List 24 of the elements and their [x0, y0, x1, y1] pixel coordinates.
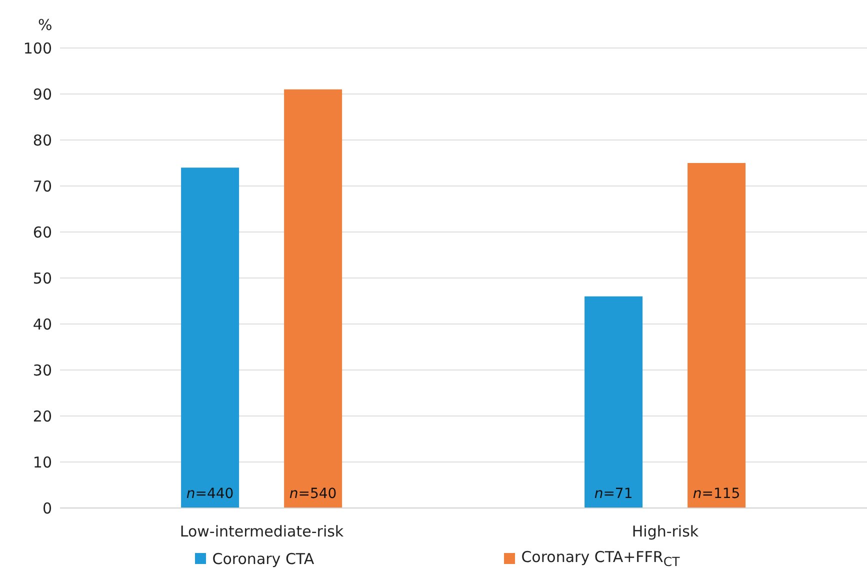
- y-tick-label: 20: [32, 407, 52, 426]
- annotation: n=440: [186, 486, 234, 502]
- y-tick-label: 60: [32, 223, 52, 242]
- y-tick-label: 30: [32, 361, 52, 380]
- y-tick-label: 10: [32, 453, 52, 472]
- bar: [688, 163, 746, 508]
- annotation: n=540: [289, 486, 337, 502]
- y-tick-label: 70: [32, 177, 52, 196]
- y-tick-label: 90: [32, 85, 52, 104]
- annotation: n=115: [692, 486, 740, 502]
- y-tick-label: 40: [32, 315, 52, 334]
- x-tick-label: Low-intermediate-risk: [180, 522, 344, 541]
- y-tick-label: 50: [32, 269, 52, 288]
- y-axis-title: %: [38, 16, 52, 34]
- y-tick-label: 80: [32, 131, 52, 150]
- bar: [584, 296, 643, 508]
- bar: [181, 168, 240, 508]
- bar: [284, 89, 342, 508]
- legend-label: Coronary CTA: [212, 550, 314, 568]
- annotation: n=71: [594, 486, 633, 502]
- y-tick-label: 100: [23, 39, 52, 58]
- legend-label: Coronary CTA+FFR$_{CT}$: [521, 548, 680, 569]
- y-tick-label: 0: [42, 499, 52, 518]
- x-tick-label: High-risk: [632, 522, 699, 541]
